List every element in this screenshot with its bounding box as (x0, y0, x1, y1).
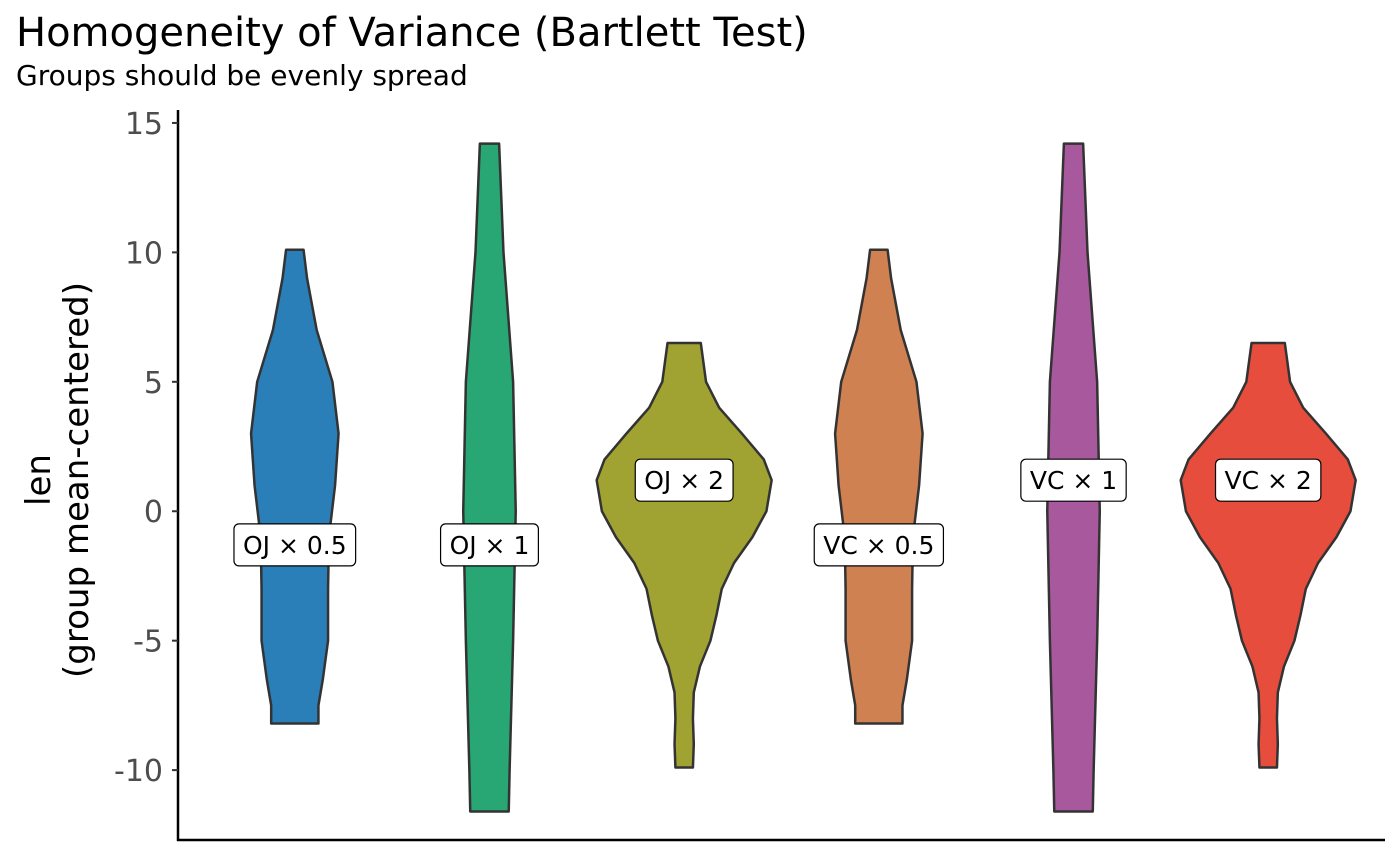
y-tick-label: 0 (144, 495, 163, 530)
group-label-text: OJ × 2 (644, 466, 724, 495)
violin (461, 142, 517, 813)
chart-title: Homogeneity of Variance (Bartlett Test) (16, 10, 808, 56)
group-label-box (1020, 458, 1127, 502)
group-label: OJ × 1 (439, 523, 539, 567)
group-label-text: OJ × 0.5 (243, 531, 347, 560)
group-label-box (813, 523, 945, 567)
group-label: OJ × 2 (634, 458, 734, 502)
violin (249, 248, 340, 725)
y-axis-label: len (19, 454, 59, 506)
group-label-text: OJ × 1 (450, 531, 530, 560)
y-tick-label: -5 (133, 625, 163, 660)
y-tick-label: 10 (125, 236, 163, 271)
violin (833, 248, 924, 725)
violin (595, 341, 773, 769)
chart-subtitle: Groups should be evenly spread (16, 59, 468, 92)
group-label: VC × 1 (1020, 458, 1127, 502)
y-tick-label: 5 (144, 366, 163, 401)
y-axis-label: (group mean-centered) (57, 282, 97, 678)
violin (1179, 341, 1357, 769)
y-tick-label: -10 (114, 754, 163, 789)
group-label-box (634, 458, 734, 502)
group-label-box (439, 523, 539, 567)
group-label-text: VC × 1 (1030, 466, 1117, 495)
group-label: VC × 2 (1214, 458, 1322, 502)
group-label-box (1214, 458, 1322, 502)
group-label: OJ × 0.5 (233, 523, 357, 567)
group-label-box (233, 523, 357, 567)
y-tick-label: 15 (125, 107, 163, 142)
group-label-text: VC × 0.5 (823, 531, 934, 560)
group-label-text: VC × 2 (1225, 466, 1312, 495)
group-label: VC × 0.5 (813, 523, 945, 567)
